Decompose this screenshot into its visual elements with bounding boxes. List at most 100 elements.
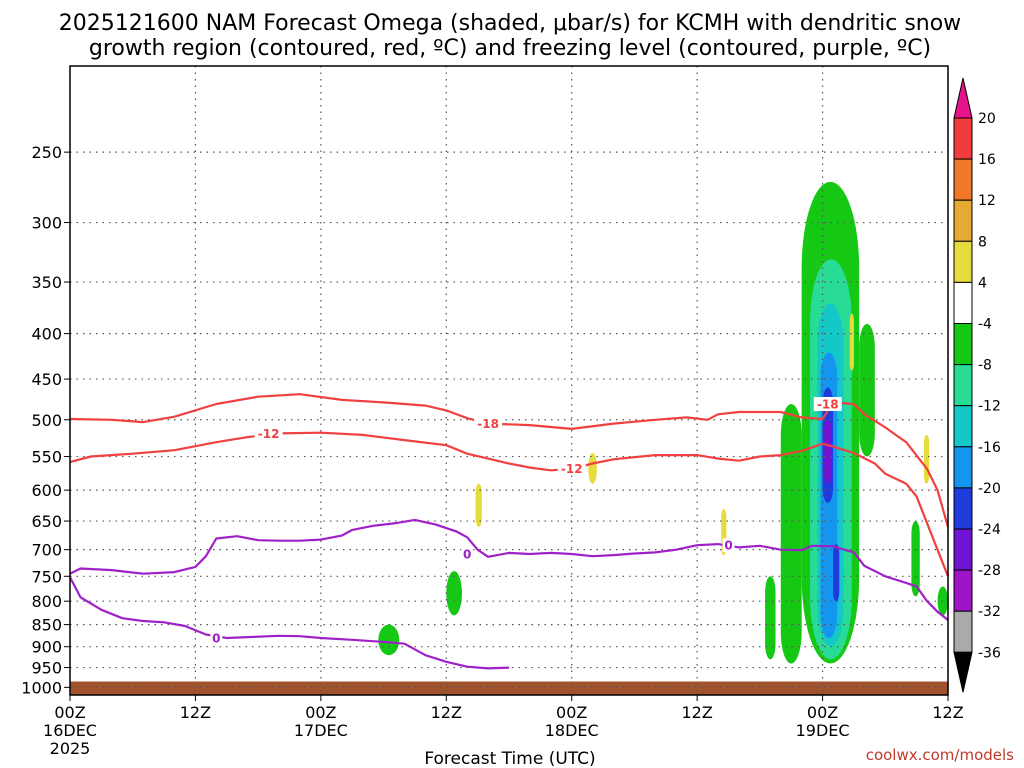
colorbar-label: 8: [978, 234, 987, 250]
y-tick-label: 400: [31, 325, 62, 344]
colorbar-label: 16: [978, 152, 996, 168]
contour-labels: -12 -12 -18 -18 0 0 0: [210, 396, 842, 646]
colorbar-swatch: [953, 487, 973, 530]
colorbar-swatch: [953, 446, 973, 489]
contour-label-bg: [722, 538, 735, 553]
x-tick-label: 00Z: [556, 703, 587, 722]
x-tick-date: 17DEC: [294, 721, 348, 740]
omega-shading: [378, 181, 948, 664]
contour-label: -18: [477, 417, 499, 431]
x-tick-year: 2025: [50, 739, 91, 758]
colorbar-swatch: [953, 364, 973, 407]
y-tick-label: 350: [31, 273, 62, 292]
chart-title-line1: 2025121600 NAM Forecast Omega (shaded, μ…: [59, 11, 961, 36]
colorbar-swatch: [953, 117, 973, 160]
contour-label-bg: [557, 461, 586, 476]
colorbar-bottom-arrow: [953, 651, 973, 693]
colorbar-label: -36: [978, 645, 1001, 661]
contour-label-bg: [254, 426, 283, 441]
x-axis-label: Forecast Time (UTC): [424, 749, 595, 768]
colorbar-swatch: [953, 158, 973, 201]
colorbar-label: 4: [978, 275, 987, 291]
y-tick-label: 900: [31, 638, 62, 657]
contour-label: -12: [258, 427, 280, 441]
x-tick-label: 12Z: [431, 703, 462, 722]
y-tick-label: 750: [31, 567, 62, 586]
colorbar-label: -24: [978, 522, 1001, 538]
contour-0: [69, 518, 949, 621]
x-tick-label: 00Z: [807, 703, 838, 722]
x-tick-date: 16DEC: [43, 721, 97, 740]
colorbar-swatch: [953, 610, 973, 653]
y-tick-label: 950: [31, 659, 62, 678]
colorbar-label: 20: [978, 111, 996, 127]
omega-patch--4: [765, 576, 776, 660]
colorbar-label: -32: [978, 604, 1001, 620]
y-tick-label: 300: [31, 214, 62, 233]
colorbar-swatch: [953, 323, 973, 366]
y-tick-label: 550: [31, 448, 62, 467]
x-tick-label: 12Z: [180, 703, 211, 722]
plot-area: -12 -12 -18 -18 0 0 0: [69, 65, 950, 696]
colorbar-swatch: [953, 281, 973, 324]
x-tick-label: 00Z: [305, 703, 336, 722]
contour-label: -12: [561, 462, 583, 476]
colorbar-swatch: [953, 199, 973, 242]
y-axis: 250 300 350 400 450 500 550 600 650 700 750 800 850 9…: [21, 143, 70, 697]
colorbar-label: -4: [978, 317, 992, 333]
y-tick-label: 500: [31, 411, 62, 430]
contour-label: 0: [212, 632, 220, 646]
y-tick-label: 600: [31, 481, 62, 500]
omega-patch--24: [823, 419, 832, 484]
omega-patch--4: [859, 323, 875, 457]
colorbar: 20 16 12 8 4 -4 -8 -12 -16 -20 -24 -28 -32 -36: [953, 77, 1001, 693]
y-tick-label: 850: [31, 616, 62, 635]
omega-patch-4: [849, 313, 854, 371]
omega-patch--4: [446, 571, 462, 616]
omega-patch--20: [833, 544, 840, 602]
contour-label: -18: [817, 397, 839, 411]
contour--18: [69, 393, 950, 528]
colorbar-swatch: [953, 528, 973, 571]
omega-patch-4: [923, 434, 930, 484]
x-tick-label: 00Z: [54, 703, 85, 722]
contour-label: 0: [724, 539, 732, 553]
y-tick-label: 1000: [21, 678, 62, 697]
y-tick-label: 800: [31, 592, 62, 611]
omega-patch--4: [937, 586, 948, 616]
y-tick-label: 650: [31, 512, 62, 531]
x-tick-date: 18DEC: [545, 721, 599, 740]
contour-label: 0: [463, 548, 471, 562]
colorbar-swatch: [953, 569, 973, 612]
colorbar-label: 12: [978, 193, 996, 209]
colorbar-label: -20: [978, 481, 1001, 497]
colorbar-label: -28: [978, 563, 1001, 579]
omega-patch--4: [911, 521, 920, 597]
omega-patch--4: [780, 403, 802, 664]
x-tick-date: 19DEC: [796, 721, 850, 740]
contour-label-bg: [813, 396, 842, 411]
x-tick-label: 12Z: [932, 703, 963, 722]
chart-title-line2: growth region (contoured, red, ºC) and f…: [89, 36, 931, 61]
contour-label-bg: [474, 416, 503, 431]
colorbar-swatch: [953, 240, 973, 283]
y-tick-label: 450: [31, 370, 62, 389]
omega-patch-4: [475, 483, 482, 527]
ground-terrain: [70, 681, 948, 695]
colorbar-top-arrow: [953, 77, 973, 119]
x-tick-label: 12Z: [681, 703, 712, 722]
colorbar-swatch: [953, 405, 973, 448]
contour-label-bg: [461, 547, 474, 562]
plot-frame: [69, 65, 949, 696]
colorbar-label: -16: [978, 440, 1001, 456]
contour-label-bg: [210, 631, 223, 646]
omega-patch-4: [588, 453, 597, 484]
y-tick-label: 700: [31, 541, 62, 560]
omega-patch--4: [378, 624, 400, 656]
credit-text: coolwx.com/models: [866, 746, 1014, 764]
contour-0: [69, 576, 510, 670]
y-tick-label: 250: [31, 143, 62, 162]
colorbar-label: -12: [978, 399, 1001, 415]
